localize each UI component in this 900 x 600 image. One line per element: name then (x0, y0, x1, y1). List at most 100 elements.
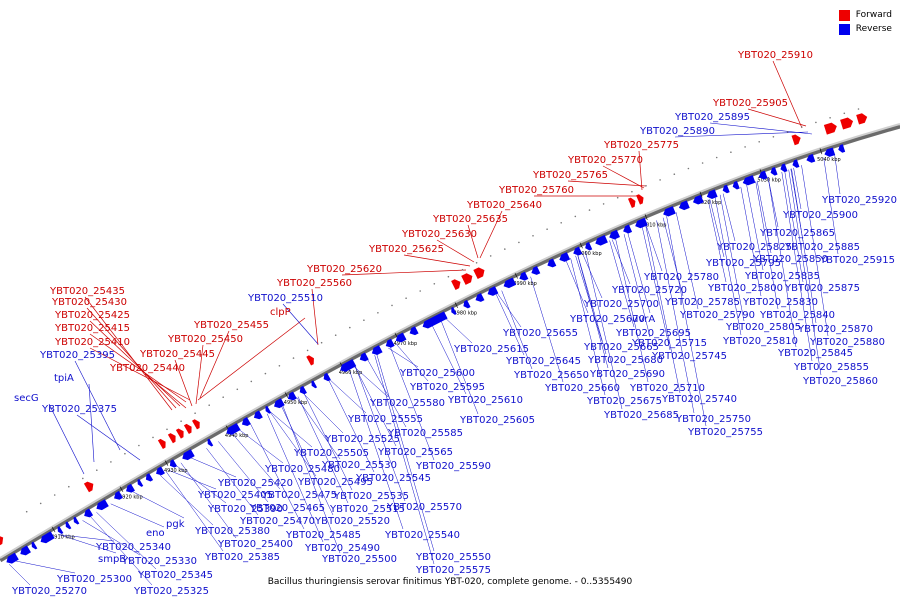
reverse-gene[interactable] (594, 235, 608, 247)
forward-gene-label[interactable]: YBT020_25620 (306, 264, 382, 275)
reverse-gene-label[interactable]: YBT020_25780 (643, 272, 719, 283)
reverse-gene[interactable] (558, 252, 571, 263)
reverse-gene[interactable] (530, 265, 541, 277)
reverse-gene[interactable] (769, 167, 778, 177)
reverse-gene[interactable] (94, 499, 109, 512)
reverse-gene[interactable] (180, 449, 195, 462)
reverse-gene-label[interactable]: YBT020_25470 (239, 516, 315, 527)
reverse-gene-label[interactable]: YBT020_25610 (447, 395, 523, 406)
reverse-gene-label[interactable]: YBT020_25540 (384, 530, 460, 541)
forward-gene-label[interactable]: YBT020_25430 (51, 297, 127, 308)
reverse-gene-label[interactable]: YBT020_25650 (513, 370, 589, 381)
forward-gene-label[interactable]: YBT020_25445 (139, 349, 215, 360)
reverse-gene[interactable] (154, 466, 165, 477)
reverse-gene[interactable] (338, 359, 357, 374)
reverse-gene-label[interactable]: YBT020_25885 (784, 242, 860, 253)
reverse-gene-label[interactable]: YBT020_25660 (544, 383, 620, 394)
reverse-gene[interactable] (486, 286, 499, 298)
reverse-gene-label[interactable]: YBT020_25830 (742, 297, 818, 308)
forward-gene-label[interactable]: YBT020_25910 (737, 50, 813, 61)
reverse-gene[interactable] (206, 438, 214, 448)
reverse-gene-label[interactable]: YBT020_25685 (603, 410, 679, 421)
reverse-gene-label[interactable]: YBT020_25480 (264, 464, 340, 475)
reverse-gene[interactable] (721, 184, 730, 195)
reverse-gene[interactable] (805, 153, 816, 164)
reverse-gene-label[interactable]: YBT020_25860 (802, 376, 878, 387)
reverse-gene-label[interactable]: YBT020_25520 (314, 516, 390, 527)
reverse-gene-label[interactable]: YBT020_25785 (664, 297, 740, 308)
forward-gene-label[interactable]: YBT020_25905 (712, 98, 788, 109)
reverse-gene-label[interactable]: YBT020_25475 (261, 490, 337, 501)
reverse-gene-label[interactable]: YBT020_25805 (725, 322, 801, 333)
reverse-gene-label[interactable]: YBT020_25400 (217, 539, 293, 550)
reverse-gene-label[interactable]: YBT020_25695 (615, 328, 691, 339)
reverse-gene[interactable] (837, 144, 846, 153)
reverse-gene[interactable] (240, 417, 251, 428)
reverse-gene-label[interactable]: YBT020_25505 (293, 448, 369, 459)
reverse-gene-label[interactable]: YBT020_25810 (722, 336, 798, 347)
reverse-gene-label[interactable]: YBT020_25405 (197, 490, 273, 501)
reverse-gene-label[interactable]: smpB (98, 554, 126, 565)
reverse-gene[interactable] (82, 508, 94, 519)
reverse-gene[interactable] (72, 516, 80, 526)
reverse-gene-label[interactable]: YBT020_25690 (589, 369, 665, 380)
reverse-gene-label[interactable]: YBT020_25720 (611, 285, 687, 296)
forward-gene[interactable] (451, 277, 463, 290)
reverse-gene[interactable] (39, 531, 55, 545)
reverse-gene-label[interactable]: YBT020_25565 (377, 447, 453, 458)
reverse-gene-label[interactable]: YBT020_25595 (409, 382, 485, 393)
reverse-gene-label[interactable]: YBT020_25855 (793, 362, 869, 373)
forward-gene[interactable] (167, 432, 178, 444)
reverse-gene-label[interactable]: secG (14, 393, 39, 404)
reverse-gene[interactable] (144, 473, 154, 483)
reverse-gene-label[interactable]: YBT020_25330 (121, 556, 197, 567)
reverse-gene[interactable] (502, 277, 517, 289)
forward-gene-label[interactable]: YBT020_25775 (603, 140, 679, 151)
reverse-gene-label[interactable]: YBT020_25845 (777, 348, 853, 359)
reverse-gene[interactable] (462, 299, 471, 310)
reverse-gene-label[interactable]: YBT020_25875 (784, 283, 860, 294)
reverse-gene-label[interactable]: YBT020_25915 (819, 255, 895, 266)
forward-gene-label[interactable]: YBT020_25625 (368, 244, 444, 255)
reverse-gene-label[interactable]: YBT020_25550 (415, 552, 491, 563)
reverse-gene[interactable] (298, 385, 307, 396)
reverse-gene[interactable] (634, 217, 648, 230)
reverse-gene-label[interactable]: YBT020_25580 (369, 398, 445, 409)
forward-gene-label[interactable]: YBT020_25435 (49, 286, 125, 297)
reverse-gene[interactable] (622, 224, 633, 236)
forward-gene-label[interactable]: YBT020_25560 (276, 278, 352, 289)
reverse-gene-label[interactable]: YBT020_25545 (355, 473, 431, 484)
reverse-gene-label[interactable]: YBT020_25590 (415, 461, 491, 472)
reverse-gene[interactable] (518, 271, 529, 283)
reverse-gene[interactable] (791, 159, 800, 169)
reverse-gene-label[interactable]: YBT020_25880 (809, 337, 885, 348)
forward-gene[interactable] (157, 437, 168, 450)
reverse-gene-label[interactable]: YBT020_25645 (505, 356, 581, 367)
reverse-gene-label[interactable]: YBT020_25535 (333, 491, 409, 502)
forward-gene-label[interactable]: YBT020_25415 (54, 323, 130, 334)
reverse-gene-label[interactable]: YBT020_25530 (321, 460, 397, 471)
reverse-gene[interactable] (264, 405, 272, 415)
reverse-gene-label[interactable]: YBT020_25740 (661, 394, 737, 405)
forward-gene-label[interactable]: clpP (270, 307, 291, 318)
reverse-gene[interactable] (64, 521, 72, 530)
reverse-gene[interactable] (731, 180, 740, 191)
forward-gene[interactable] (791, 133, 803, 146)
reverse-gene-label[interactable]: YBT020_25495 (297, 477, 373, 488)
reverse-gene[interactable] (677, 200, 690, 211)
reverse-gene[interactable] (224, 422, 241, 437)
reverse-gene-label[interactable]: YBT020_25865 (759, 228, 835, 239)
forward-gene-label[interactable]: YBT020_25425 (54, 310, 130, 321)
reverse-gene-label[interactable]: YBT020_25325 (133, 586, 209, 597)
reverse-gene-label[interactable]: YBT020_25420 (217, 478, 293, 489)
reverse-gene-label[interactable]: YBT020_25795 (705, 258, 781, 269)
reverse-gene[interactable] (705, 189, 718, 200)
reverse-gene[interactable] (252, 410, 263, 421)
reverse-gene[interactable] (322, 372, 331, 383)
reverse-gene[interactable] (421, 311, 448, 330)
reverse-gene[interactable] (112, 490, 123, 502)
reverse-gene-label[interactable]: YBT020_25300 (56, 574, 132, 585)
reverse-gene-label[interactable]: YBT020_25790 (679, 310, 755, 321)
reverse-gene-label[interactable]: uvrA (632, 314, 655, 325)
reverse-gene-label[interactable]: YBT020_25825 (716, 242, 792, 253)
